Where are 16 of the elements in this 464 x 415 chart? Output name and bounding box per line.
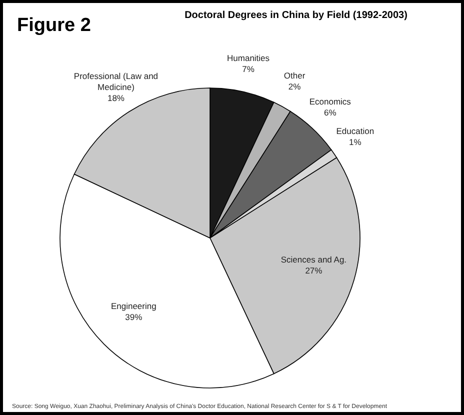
data-label: 6% [324,108,337,118]
data-label: 7% [242,64,255,74]
slice-label: Other [284,70,306,81]
chart-title: Doctoral Degrees in China by Field (1992-2003) [184,10,408,21]
data-label: 18% [107,92,125,103]
caption: Figure 2 [17,15,91,36]
data-label: 39% [125,312,143,322]
slice-label: Professional (Law and Medicine) [74,70,158,92]
slice-label: Sciences and Ag. [280,254,347,265]
slice-label: Economics [309,96,351,107]
slice-label: Education [336,126,374,136]
data-label: 27% [305,266,323,276]
data-label: 2% [288,82,302,92]
slice-label: Engineering [110,300,157,311]
slice-label: Humanities [227,53,270,64]
data-label: 1% [349,136,362,147]
